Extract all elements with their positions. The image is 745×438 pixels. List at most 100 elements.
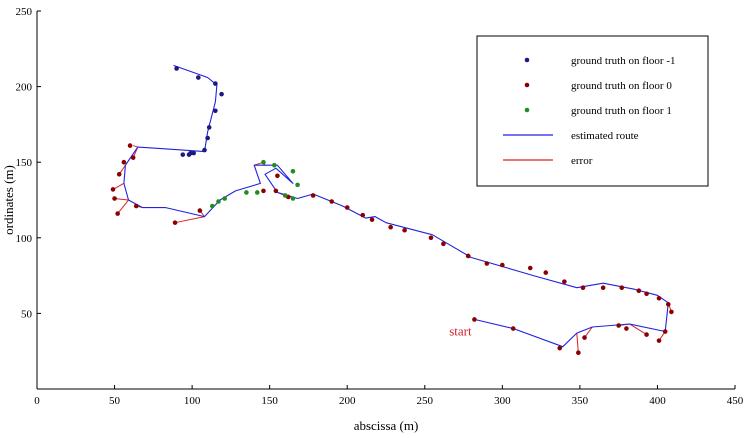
y-tick-label: 150 <box>16 157 33 169</box>
ground-truth-point <box>580 285 586 290</box>
error-line <box>576 333 579 353</box>
ground-truth-point <box>273 188 279 194</box>
axes: 0 50 100 150 200 250 300 350 400 450 50 100 150 200 25… <box>16 6 744 407</box>
legend-label: error <box>571 155 593 167</box>
ground-truth-point <box>329 199 335 204</box>
ground-truth-point <box>244 190 249 195</box>
estimated-route-line <box>123 64 669 348</box>
ground-truth-point <box>186 152 192 157</box>
ground-truth-point <box>110 187 116 192</box>
ground-truth-point <box>666 302 671 307</box>
ground-truth-point <box>116 171 122 177</box>
ground-truth-point <box>130 155 136 160</box>
ground-truth-point <box>662 329 668 334</box>
y-axis-title: ordinates (m) <box>1 165 16 235</box>
ground-truth-point <box>527 265 533 271</box>
legend-label: ground truth on floor -1 <box>571 55 675 67</box>
ground-truth-point <box>205 135 210 141</box>
ground-truth-point <box>510 326 516 331</box>
y-tick-label: 250 <box>16 6 33 18</box>
ground-truth-point <box>209 203 215 209</box>
ground-truth-point <box>472 317 477 322</box>
legend-label: ground truth on floor 1 <box>571 105 672 117</box>
error-line <box>114 197 129 201</box>
x-tick-label: 400 <box>649 395 666 407</box>
x-tick-label: 350 <box>572 395 589 407</box>
ground-truth-point <box>402 227 407 233</box>
error-line <box>174 216 205 224</box>
legend-marker <box>524 107 530 113</box>
ground-truth-point <box>656 338 662 343</box>
legend-label: ground truth on floor 0 <box>571 80 672 92</box>
ground-truth-point <box>441 241 446 247</box>
ground-truth-point <box>261 159 266 165</box>
ground-truth-point <box>133 203 139 209</box>
ground-truth-point <box>213 108 218 114</box>
ground-truth-point <box>174 66 179 71</box>
ground-truth-point <box>562 279 567 284</box>
ground-truth-point <box>290 196 296 201</box>
x-tick-label: 200 <box>339 395 356 407</box>
legend-box <box>476 35 709 187</box>
ground-truth-point <box>644 291 649 297</box>
ground-truth-point <box>656 295 662 301</box>
x-tick-label: 150 <box>261 395 278 407</box>
ground-truth-point <box>180 152 186 157</box>
start-annotation: start <box>449 323 472 338</box>
ground-truth-point <box>669 309 674 315</box>
ground-truth-point <box>213 81 218 86</box>
ground-truth-point <box>127 143 133 148</box>
ground-truth-point <box>216 199 221 204</box>
ground-truth-point <box>582 335 587 340</box>
ground-truth-point <box>369 217 375 222</box>
y-tick-label: 100 <box>16 233 33 245</box>
error-line <box>133 145 138 148</box>
ground-truth-point <box>222 196 227 201</box>
legend-label: estimated route <box>571 130 639 142</box>
ground-truth-point <box>275 173 280 179</box>
ground-truth-point <box>600 285 606 290</box>
ground-truth-point <box>310 193 316 198</box>
ground-truth-point <box>543 270 549 275</box>
ground-truth-point <box>202 147 207 153</box>
x-tick-label: 300 <box>494 395 511 407</box>
y-tick-label: 50 <box>21 308 33 320</box>
x-axis-title: abscissa (m) <box>354 418 419 433</box>
ground-truth-point <box>360 212 366 218</box>
ground-truth-point <box>624 326 629 331</box>
ground-truth-point <box>428 235 434 241</box>
ground-truth-point <box>196 75 201 80</box>
ground-truth-point <box>465 253 471 259</box>
ground-truth-point <box>484 261 490 266</box>
ground-truth-point <box>206 125 212 130</box>
ground-truth-point <box>172 220 178 225</box>
error-line <box>629 323 647 335</box>
x-tick-label: 100 <box>184 395 201 407</box>
ground-truth-point <box>500 262 505 268</box>
legend-marker <box>524 82 530 88</box>
ground-truth-point <box>254 190 260 195</box>
ground-truth-point <box>261 188 266 194</box>
ground-truth-point <box>112 196 117 201</box>
legend-marker <box>524 57 530 63</box>
x-tick-label: 450 <box>727 395 744 407</box>
ground-truth-point <box>121 159 127 165</box>
ground-truth-point <box>636 288 642 294</box>
ground-truth-point <box>644 332 649 337</box>
ground-truth-point <box>290 168 296 174</box>
ground-truth-point <box>295 182 300 188</box>
ground-truth-point <box>272 162 277 168</box>
ground-truth-point <box>557 345 563 351</box>
ground-truth-point <box>219 91 224 97</box>
x-tick-label: 0 <box>34 395 40 407</box>
estimated-route-group <box>123 64 669 348</box>
x-tick-label: 50 <box>109 395 121 407</box>
ground-truth-point <box>344 205 350 210</box>
ground-truth-point <box>616 323 621 328</box>
ground-truth-point <box>388 224 393 230</box>
legend: ground truth on floor -1 ground truth on … <box>476 35 709 187</box>
x-tick-label: 250 <box>417 395 434 407</box>
ground-truth-point <box>282 193 288 198</box>
ground-truth-point <box>576 350 581 356</box>
